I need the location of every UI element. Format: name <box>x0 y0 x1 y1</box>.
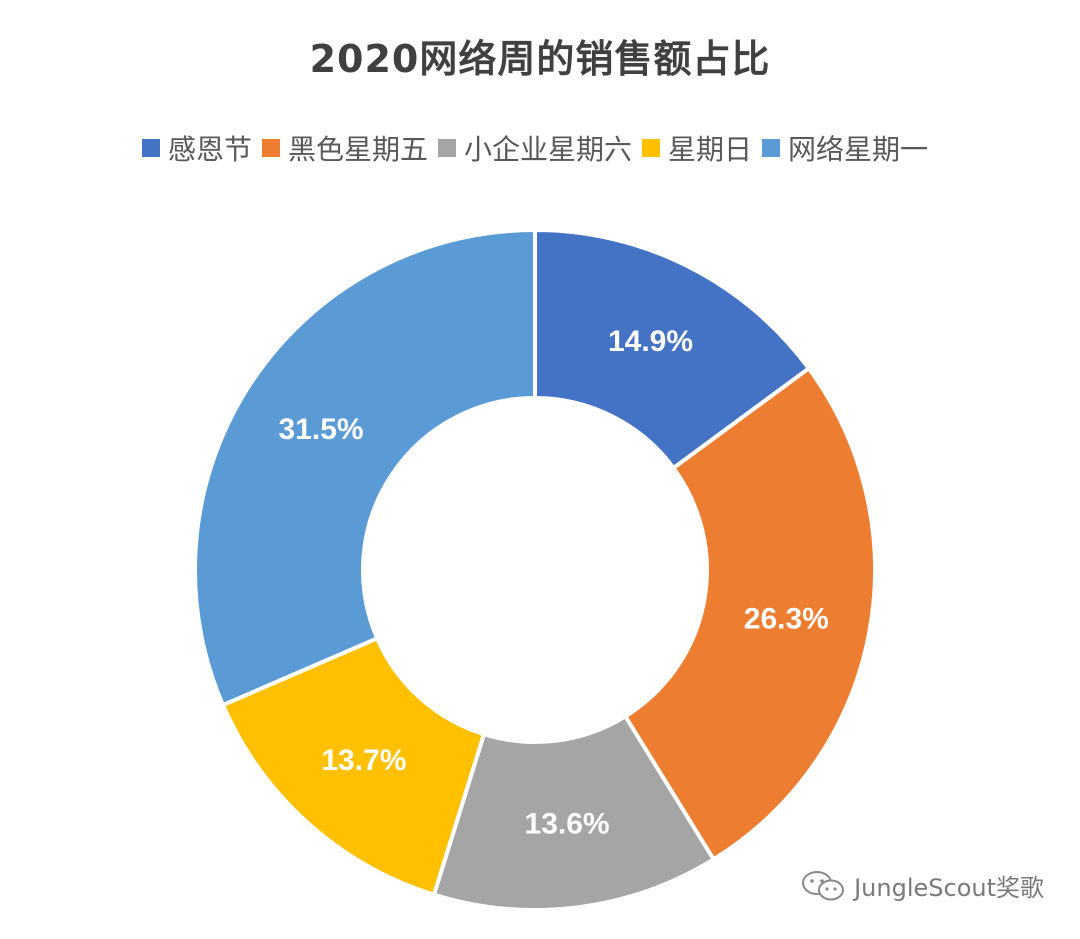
legend-swatch <box>762 139 781 157</box>
watermark: JungleScout奖歌 <box>800 868 1044 903</box>
legend-swatch <box>141 139 160 157</box>
watermark-text: JungleScout奖歌 <box>854 874 1044 902</box>
donut-slice <box>220 635 487 898</box>
legend-item: 星期日 <box>642 128 752 168</box>
chart-title: 2020网络周的销售额占比 <box>309 37 771 81</box>
legend-label: 小企业星期六 <box>463 133 632 166</box>
donut-slice <box>431 713 717 912</box>
slice-label: 14.9% <box>608 325 693 358</box>
wechat-icon <box>802 870 845 900</box>
slice-label: 13.6% <box>525 807 610 840</box>
legend-label: 网络星期一 <box>788 133 929 166</box>
legend-swatch <box>642 139 660 157</box>
slice-label: 31.5% <box>278 413 363 446</box>
legend-label: 感恩节 <box>167 133 252 166</box>
donut-slice <box>533 227 812 471</box>
slice-label: 13.7% <box>321 744 406 777</box>
donut-slice <box>622 365 877 863</box>
donut-slice <box>193 227 537 708</box>
legend-item: 感恩节 <box>141 128 252 168</box>
legend-label: 星期日 <box>668 133 753 166</box>
legend: 感恩节 黑色星期五 小企业星期六 星期日 网络星期一 <box>0 128 1080 168</box>
legend-item: 黑色星期五 <box>261 128 428 168</box>
legend-item: 小企业星期六 <box>437 128 632 168</box>
legend-item: 网络星期一 <box>762 128 928 168</box>
legend-label: 黑色星期五 <box>287 133 428 166</box>
legend-swatch <box>437 139 456 157</box>
slice-label: 26.3% <box>744 602 829 635</box>
legend-swatch <box>261 139 280 157</box>
